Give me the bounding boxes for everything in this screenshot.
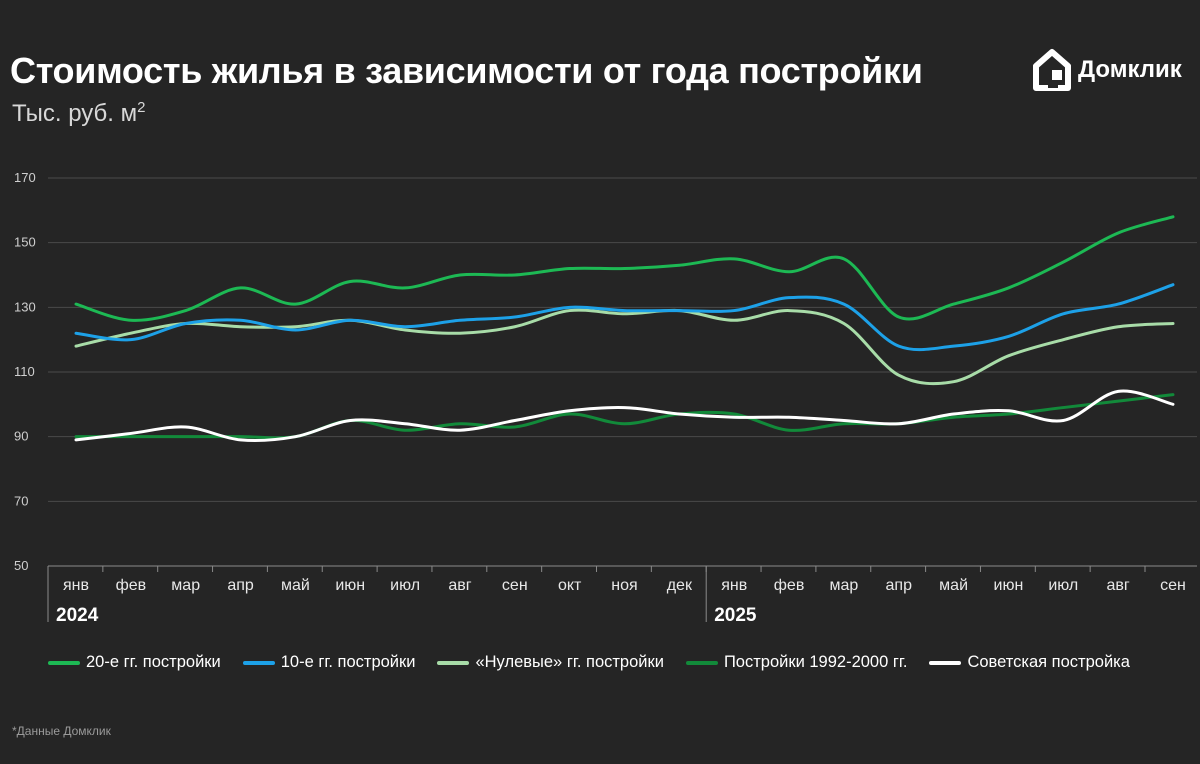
x-tick-label: авг [448, 577, 471, 594]
y-tick-label: 130 [14, 299, 36, 314]
legend-item: 20-е гг. постройки [48, 653, 221, 672]
x-tick-label: фев [116, 577, 147, 594]
x-tick-label: июн [335, 577, 365, 594]
series-line [74, 215, 1175, 322]
x-tick-label: мар [830, 577, 859, 594]
legend-label: 10-е гг. постройки [280, 653, 416, 671]
x-tick-label: сен [502, 577, 528, 594]
x-tick-label: июл [390, 577, 420, 594]
y-tick-label: 90 [14, 429, 28, 444]
y-tick-label: 170 [14, 170, 36, 185]
x-tick-label: ноя [611, 577, 637, 594]
legend-swatch [48, 660, 80, 665]
y-tick-label: 50 [14, 558, 28, 573]
x-tick-label: апр [886, 577, 913, 594]
unit-label: Тыс. руб. м2 [12, 99, 145, 128]
x-tick-label: мар [171, 577, 200, 594]
legend-label: Постройки 1992-2000 гг. [723, 653, 908, 671]
series-line [74, 389, 1175, 443]
chart-title: Стоимость жилья в зависимости от года по… [10, 50, 923, 91]
x-tick-label: янв [721, 577, 747, 594]
legend-label: «Нулевые» гг. постройки [475, 653, 664, 671]
domclick-house-icon [1033, 49, 1071, 91]
y-tick-label: 150 [14, 235, 36, 250]
brand-logo: Домклик [1032, 48, 1182, 92]
x-tick-label: окт [558, 577, 582, 594]
year-label: 2025 [714, 605, 757, 626]
x-tick-label: июн [994, 577, 1024, 594]
legend-swatch [685, 660, 718, 665]
y-tick-label: 110 [14, 364, 35, 379]
legend-swatch [242, 660, 275, 665]
x-tick-label: дек [667, 577, 693, 594]
series-line [74, 283, 1175, 352]
x-tick-label: май [939, 577, 968, 594]
legend-item: Постройки 1992-2000 гг. [685, 653, 908, 672]
legend-swatch [929, 660, 962, 665]
x-tick-label: май [281, 577, 310, 594]
x-tick-label: авг [1107, 577, 1130, 594]
series-line [74, 308, 1175, 386]
series-line [74, 393, 1175, 440]
x-tick-label: сен [1160, 577, 1186, 594]
x-tick-label: апр [227, 577, 254, 594]
legend-item: «Нулевые» гг. постройки [437, 653, 664, 672]
legend-item: 10-е гг. постройки [242, 653, 416, 672]
legend-swatch [437, 660, 470, 665]
legend-item: Советская постройка [929, 653, 1130, 672]
brand-name: Домклик [1078, 56, 1182, 83]
legend-label: Советская постройка [967, 653, 1130, 671]
footnote: *Данные Домклик [12, 724, 111, 738]
y-tick-label: 70 [14, 493, 28, 508]
unit-text: Тыс. руб. м [12, 100, 138, 127]
x-tick-label: янв [63, 577, 89, 594]
x-tick-label: июл [1048, 577, 1078, 594]
unit-superscript: 2 [137, 99, 146, 116]
year-label: 2024 [56, 605, 99, 626]
legend-label: 20-е гг. постройки [86, 653, 221, 671]
x-tick-label: фев [774, 577, 805, 594]
chart-legend: 20-е гг. постройки 10-е гг. постройки «Нул… [48, 653, 1152, 672]
